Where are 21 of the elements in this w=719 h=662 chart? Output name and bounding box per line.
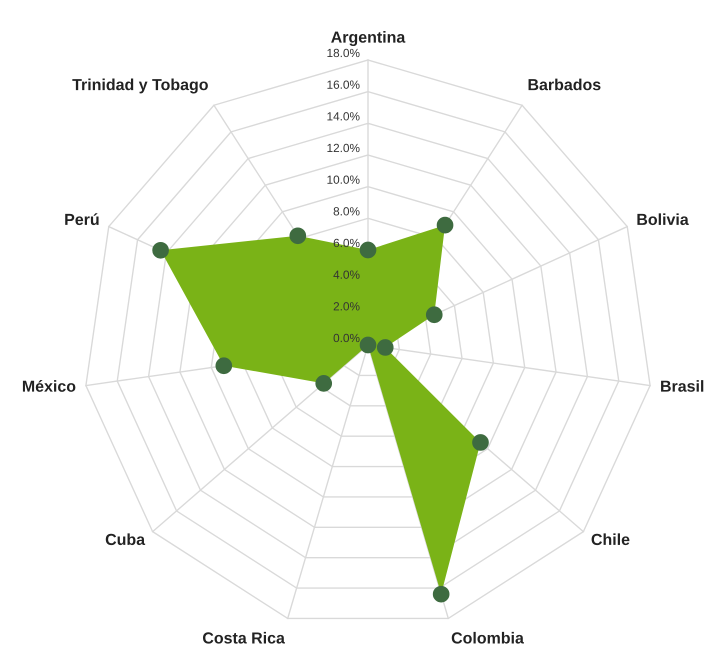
y-tick-label: 4.0% [333, 270, 360, 279]
y-tick-label: 2.0% [334, 302, 360, 310]
spoke-label: Argentina [331, 31, 406, 46]
spoke-label: México [22, 380, 76, 392]
spoke-label: Chile [592, 533, 630, 546]
y-tick-label: 10.0% [327, 175, 360, 184]
spoke-label: Costa Rica [203, 632, 285, 644]
spoke-label: Bolivia [637, 213, 689, 226]
spoke-label: Barbados [528, 78, 601, 90]
y-tick-label: 16.0% [327, 80, 360, 89]
spoke-label: Cuba [106, 533, 146, 546]
spoke-label: Trinidad y Tobago [72, 78, 208, 94]
y-tick-label: 8.0% [334, 207, 360, 216]
spoke-label: Brasil [661, 380, 704, 392]
y-tick-label: 14.0% [327, 112, 360, 120]
y-tick-label: 6.0% [334, 238, 360, 248]
y-tick-label: 12.0% [327, 144, 360, 152]
spoke-label: Perú [65, 213, 99, 226]
y-tick-label: 18.0% [327, 48, 360, 58]
spoke-label: Colombia [452, 632, 524, 644]
y-tick-label: 0.0% [334, 334, 360, 342]
